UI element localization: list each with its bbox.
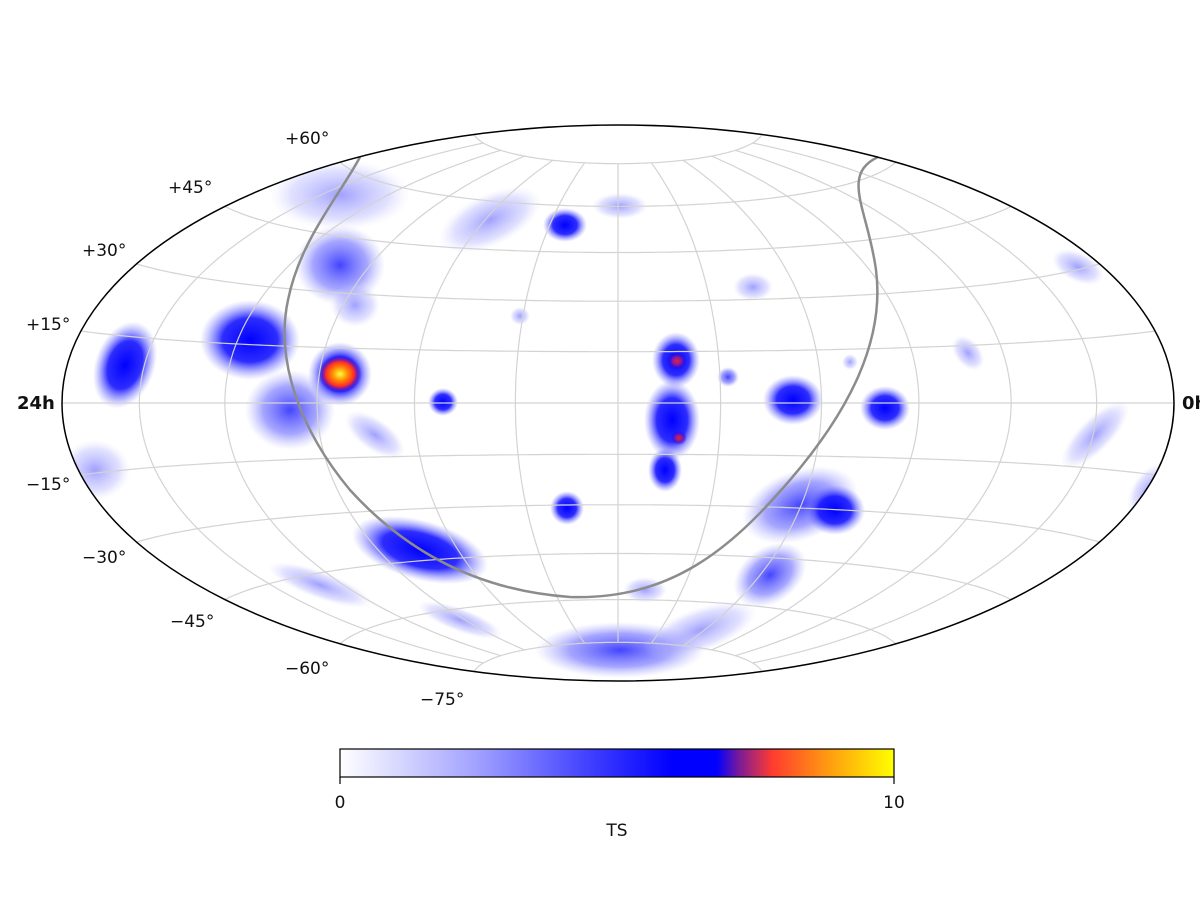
ts-hotspot: [667, 352, 687, 370]
graticule-meridian: [224, 149, 501, 657]
graticule-meridian: [514, 162, 586, 644]
graticule-meridian: [650, 162, 722, 644]
galactic-plane-line: [283, 155, 879, 599]
ts-blob: [438, 186, 542, 254]
dec-label-minus15: −15°: [26, 475, 70, 495]
ts-blob: [428, 388, 458, 416]
ts-hotspot: [318, 355, 362, 393]
ts-blob: [644, 380, 700, 460]
dec-label-minus60: −60°: [285, 659, 329, 679]
ts-blob: [733, 273, 773, 301]
graticule-meridian: [735, 149, 1012, 657]
dec-labels: +60° +45° +30° +15° −15° −30° −45° −60° …: [26, 129, 464, 710]
graticule-meridian: [682, 159, 823, 647]
colorbar-gradient: [339, 748, 895, 778]
ts-blob: [1051, 248, 1105, 286]
colorbar: 0 10 TS: [335, 748, 905, 841]
ra-label-left: 24h: [17, 393, 55, 414]
colorbar-min-label: 0: [335, 793, 346, 813]
ts-blob: [510, 307, 530, 325]
dec-label-plus45: +45°: [168, 178, 212, 198]
graticule-meridian: [316, 155, 525, 651]
ts-map: [62, 160, 1173, 678]
ra-label-right: 0h: [1182, 393, 1200, 414]
graticule-meridian: [752, 142, 1098, 664]
graticule-meridian: [138, 142, 484, 664]
ts-blob: [842, 354, 858, 370]
ts-blob: [268, 562, 372, 608]
dec-label-minus45: −45°: [170, 612, 214, 632]
graticule: [62, 134, 1174, 672]
ts-blob: [330, 283, 380, 327]
ts-blob: [92, 321, 158, 409]
ts-blob: [200, 300, 300, 380]
ts-blob: [717, 367, 739, 387]
colorbar-max-label: 10: [883, 793, 905, 813]
graticule-meridian: [711, 155, 920, 651]
ts-blob: [417, 600, 503, 640]
ts-blob: [270, 160, 410, 230]
ts-blob: [1060, 400, 1130, 470]
ts-blob: [951, 335, 985, 371]
dec-label-plus30: +30°: [82, 241, 126, 261]
ts-blob: [860, 386, 910, 430]
ts-blob: [550, 491, 584, 525]
graticule-meridian: [413, 159, 554, 647]
sky-boundary: [61, 124, 1175, 682]
ts-blob: [344, 411, 406, 459]
dec-label-minus30: −30°: [82, 548, 126, 568]
dec-label-minus75: −75°: [420, 690, 464, 710]
dec-label-plus60: +60°: [285, 129, 329, 149]
ts-blob: [763, 375, 823, 425]
ts-hotspot: [671, 431, 687, 445]
colorbar-title: TS: [605, 821, 627, 841]
dec-label-plus15: +15°: [26, 315, 70, 335]
